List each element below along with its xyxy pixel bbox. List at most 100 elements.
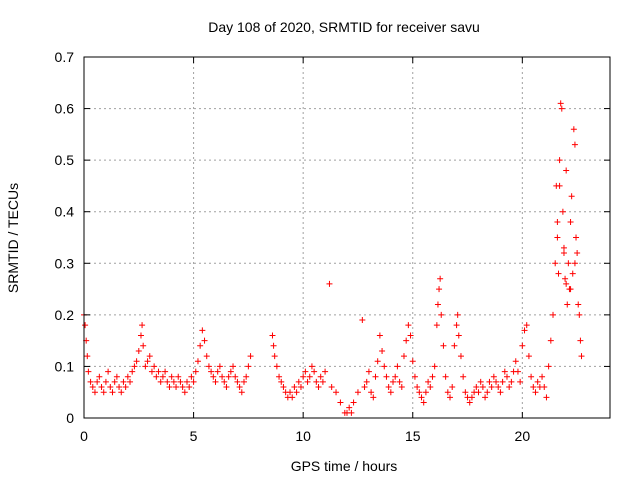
- grid: [84, 57, 610, 418]
- data-point: [188, 373, 195, 380]
- data-point: [139, 322, 146, 329]
- data-point: [433, 322, 440, 329]
- data-point: [539, 373, 546, 380]
- data-point: [311, 368, 318, 375]
- data-point: [168, 373, 175, 380]
- data-point: [407, 332, 414, 339]
- data-point: [503, 373, 510, 380]
- data-point: [438, 311, 445, 318]
- data-point: [306, 373, 313, 380]
- data-point: [142, 363, 149, 370]
- data-point: [219, 373, 226, 380]
- data-point: [289, 394, 296, 401]
- data-point: [181, 389, 188, 396]
- data-point: [100, 389, 107, 396]
- data-point: [519, 342, 526, 349]
- data-point: [517, 378, 524, 385]
- data-point: [212, 378, 219, 385]
- data-point: [550, 311, 557, 318]
- data-point: [129, 368, 136, 375]
- data-point: [328, 384, 335, 391]
- data-point: [122, 384, 129, 391]
- data-point: [552, 260, 559, 267]
- data-point: [488, 384, 495, 391]
- data-point: [578, 353, 585, 360]
- data-point: [523, 322, 530, 329]
- data-point: [506, 384, 513, 391]
- data-point: [270, 342, 277, 349]
- data-point: [473, 384, 480, 391]
- data-point: [186, 384, 193, 391]
- x-tick-label: 0: [80, 428, 88, 444]
- y-tick-labels: 0 0.1 0.2 0.3 0.4 0.5 0.6 0.7: [55, 49, 75, 426]
- data-point: [105, 368, 112, 375]
- data-point: [216, 363, 223, 370]
- data-point: [102, 378, 109, 385]
- data-point: [315, 384, 322, 391]
- data-point: [173, 384, 180, 391]
- data-point: [333, 389, 340, 396]
- data-point: [365, 368, 372, 375]
- data-point: [350, 399, 357, 406]
- data-point: [444, 389, 451, 396]
- data-point: [556, 157, 563, 164]
- data-point: [447, 394, 454, 401]
- data-point: [87, 378, 94, 385]
- data-point: [184, 378, 191, 385]
- data-point: [166, 384, 173, 391]
- y-axis-label: SRMTID / TECUs: [5, 183, 21, 293]
- data-point: [170, 378, 177, 385]
- data-point: [431, 363, 438, 370]
- y-tick-label: 0.7: [55, 49, 75, 65]
- data-point: [411, 373, 418, 380]
- data-point: [442, 373, 449, 380]
- data-point: [223, 384, 230, 391]
- data-point: [396, 378, 403, 385]
- data-point: [460, 373, 467, 380]
- data-point: [387, 389, 394, 396]
- data-point: [416, 389, 423, 396]
- data-point: [208, 368, 215, 375]
- data-point: [370, 394, 377, 401]
- data-point: [568, 193, 575, 200]
- data-point: [454, 311, 461, 318]
- data-point: [484, 389, 491, 396]
- data-point: [567, 219, 574, 226]
- data-point: [466, 399, 473, 406]
- data-point: [429, 373, 436, 380]
- data-point: [495, 384, 502, 391]
- data-point: [368, 389, 375, 396]
- data-point: [562, 275, 569, 282]
- data-point: [554, 234, 561, 241]
- data-point: [434, 301, 441, 308]
- data-point: [179, 384, 186, 391]
- data-point: [159, 373, 166, 380]
- data-point: [157, 378, 164, 385]
- data-point: [245, 363, 252, 370]
- data-point: [569, 270, 576, 277]
- data-point: [400, 353, 407, 360]
- data-point: [451, 342, 458, 349]
- data-point: [556, 182, 563, 189]
- data-point: [236, 384, 243, 391]
- data-point: [300, 373, 307, 380]
- data-point: [573, 234, 580, 241]
- data-point: [390, 378, 397, 385]
- data-point: [398, 384, 405, 391]
- data-point: [493, 378, 500, 385]
- data-point: [571, 141, 578, 148]
- data-point: [144, 358, 151, 365]
- data-point: [89, 384, 96, 391]
- data-point: [243, 373, 250, 380]
- data-point: [449, 384, 456, 391]
- data-point: [453, 322, 460, 329]
- data-point: [146, 353, 153, 360]
- data-point: [563, 280, 570, 287]
- data-point: [479, 384, 486, 391]
- data-point: [490, 373, 497, 380]
- data-point: [234, 378, 241, 385]
- data-point: [359, 317, 366, 324]
- data-point: [113, 373, 120, 380]
- data-point: [232, 373, 239, 380]
